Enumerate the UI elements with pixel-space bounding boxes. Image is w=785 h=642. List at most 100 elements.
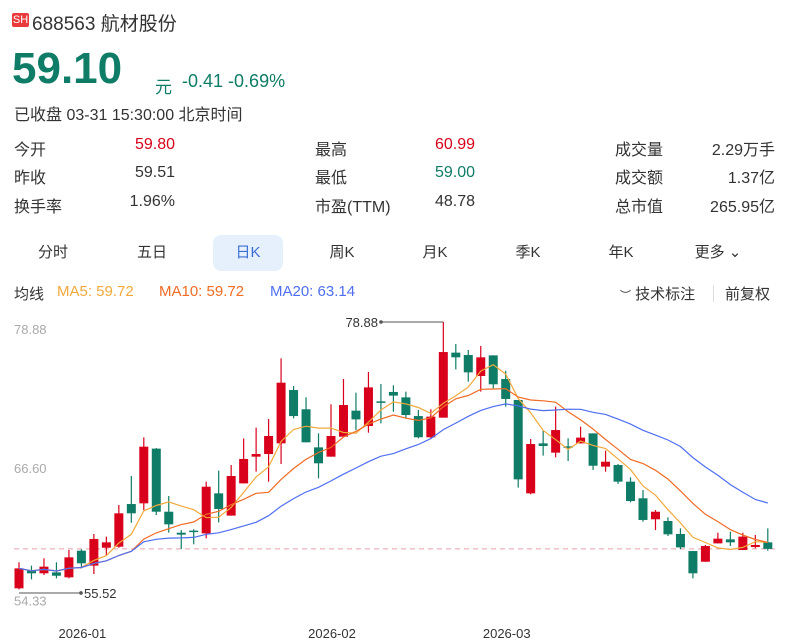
candle-body (388, 391, 398, 396)
stat-label: 成交量 (615, 142, 664, 159)
candle-body (264, 436, 274, 455)
eye-icon: ︶ (620, 290, 631, 302)
candle-body (64, 557, 74, 578)
candle-body (551, 430, 561, 453)
stat-label: 最高 (315, 142, 348, 159)
candle-body (463, 355, 473, 373)
candle-body (626, 481, 636, 502)
tab-7[interactable]: 更多 ⌄ (683, 235, 753, 271)
candle-body (713, 538, 723, 544)
chevron-down-icon: ⌄ (724, 244, 742, 261)
candle-body (101, 542, 111, 548)
candle-body (14, 568, 24, 589)
candle-body (139, 446, 149, 504)
candle-body (89, 539, 99, 566)
max-marker-dot (379, 320, 383, 324)
candle-body (251, 454, 261, 457)
tech-annotation-label: 技术标注 (635, 286, 696, 303)
candle-body (675, 533, 685, 548)
candle-body (226, 476, 236, 516)
candle-body (451, 352, 461, 358)
candle-body (538, 443, 548, 446)
candle-body (638, 498, 648, 520)
tab-0[interactable]: 分时 (18, 235, 88, 271)
candle-body (76, 550, 86, 564)
tab-label: 年K (608, 244, 634, 261)
candle-body (476, 357, 486, 377)
tab-label: 五日 (136, 244, 167, 261)
candle-body (526, 444, 536, 494)
x-tick-label: 2026-03 (483, 626, 531, 641)
candle-body (338, 405, 348, 437)
candle-body (513, 399, 523, 480)
stat-value: 1.37亿 (727, 170, 775, 187)
tab-1[interactable]: 五日 (117, 235, 187, 271)
ma10-value: MA10: 59.72 (159, 283, 245, 300)
stat-label: 今开 (14, 142, 47, 159)
ma5-line (18, 363, 768, 572)
candle-body (151, 448, 161, 512)
tab-2[interactable]: 日K (213, 235, 283, 271)
candle-body (326, 436, 336, 457)
tab-label: 日K (235, 244, 261, 261)
ma20-line (18, 403, 768, 572)
tab-label: 分时 (37, 244, 68, 261)
ma5-value: MA5: 59.72 (57, 283, 134, 300)
candle-body (51, 572, 61, 576)
x-tick-label: 2026-01 (59, 626, 107, 641)
y-tick-label: 78.88 (14, 322, 47, 337)
stat-value: 1.96% (129, 193, 175, 210)
candle-body (276, 382, 286, 444)
tab-3[interactable]: 周K (307, 235, 377, 271)
candle-body (688, 551, 698, 574)
candle-body (650, 511, 660, 520)
change-percent: -0.69% (228, 71, 286, 91)
stat-label: 成交额 (615, 170, 664, 187)
candle-body (214, 493, 224, 509)
candle-body (663, 521, 673, 535)
candle-body (363, 387, 373, 427)
tab-6[interactable]: 年K (586, 235, 656, 271)
stat-label: 昨收 (14, 170, 47, 187)
stat-value: 59.51 (134, 164, 175, 181)
candle-body (763, 542, 773, 549)
x-tick-label: 2026-02 (308, 626, 356, 641)
divider (713, 285, 714, 302)
market-badge: SH (12, 13, 29, 27)
stock-name: 航材股份 (100, 14, 177, 35)
change-value: -0.41 (182, 71, 224, 91)
candle-body (164, 511, 174, 525)
tab-4[interactable]: 月K (400, 235, 470, 271)
candle-body (588, 433, 598, 466)
current-price: 59.10 (12, 44, 123, 93)
max-marker-label: 78.88 (345, 315, 378, 330)
candle-body (201, 486, 211, 534)
market-status: 已收盘 03-31 15:30:00 北京时间 (14, 107, 243, 124)
stat-label: 市盈(TTM) (315, 199, 391, 216)
min-marker-dot (79, 591, 83, 595)
candle-body (413, 416, 423, 438)
stock-title: 688563 航材股份 (32, 9, 177, 36)
candle-body (114, 513, 124, 547)
candle-body (189, 530, 199, 533)
tech-annotation-button[interactable]: ︶ 技术标注 (620, 283, 695, 304)
kline-chart[interactable]: 78.88 66.60 54.33 78.88 55.52 2026-01 2026-02 2… (0, 310, 785, 642)
stat-value: 59.00 (434, 164, 475, 181)
stock-code: 688563 (32, 14, 96, 35)
candle-body (26, 569, 36, 574)
candle-body (176, 532, 186, 535)
stat-value: 265.95亿 (710, 199, 775, 216)
candle-body (725, 539, 735, 543)
candle-body (401, 397, 411, 416)
candle-body (351, 410, 361, 420)
candle-body (426, 416, 436, 438)
candle-body (601, 461, 611, 467)
adjust-button[interactable]: 前复权 (725, 286, 771, 303)
tab-label: 季K (515, 244, 541, 261)
stat-value: 2.29万手 (711, 142, 775, 159)
ma10-line (18, 388, 768, 572)
stat-label: 最低 (315, 170, 348, 187)
tab-5[interactable]: 季K (493, 235, 563, 271)
min-marker-label: 55.52 (84, 586, 117, 601)
